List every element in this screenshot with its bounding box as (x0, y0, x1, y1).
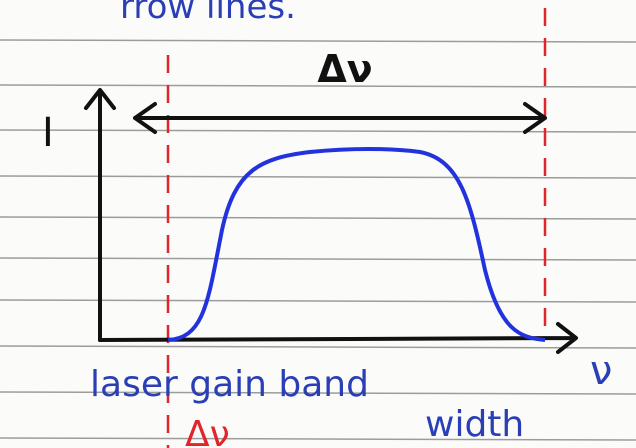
rule-line (0, 258, 636, 260)
rule-line (0, 438, 636, 440)
rule-line (0, 217, 636, 219)
caption-line1: laser gain band (90, 364, 369, 405)
rule-line (0, 300, 636, 302)
header-text: rrow lines. (120, 0, 296, 27)
rule-line (0, 40, 636, 42)
rule-line (0, 346, 636, 348)
diagram: rrow lines. Δν I ν laser gain band width… (0, 0, 636, 448)
caption-line2: width (425, 404, 524, 445)
rule-line (0, 176, 636, 178)
double-arrow (135, 104, 545, 132)
x-axis-label: ν (590, 348, 612, 394)
red-symbol: Δν (185, 414, 230, 448)
bandwidth-symbol: Δν (317, 47, 372, 91)
y-axis (86, 90, 114, 340)
y-axis-label: I (42, 110, 54, 156)
rule-line (0, 130, 636, 132)
